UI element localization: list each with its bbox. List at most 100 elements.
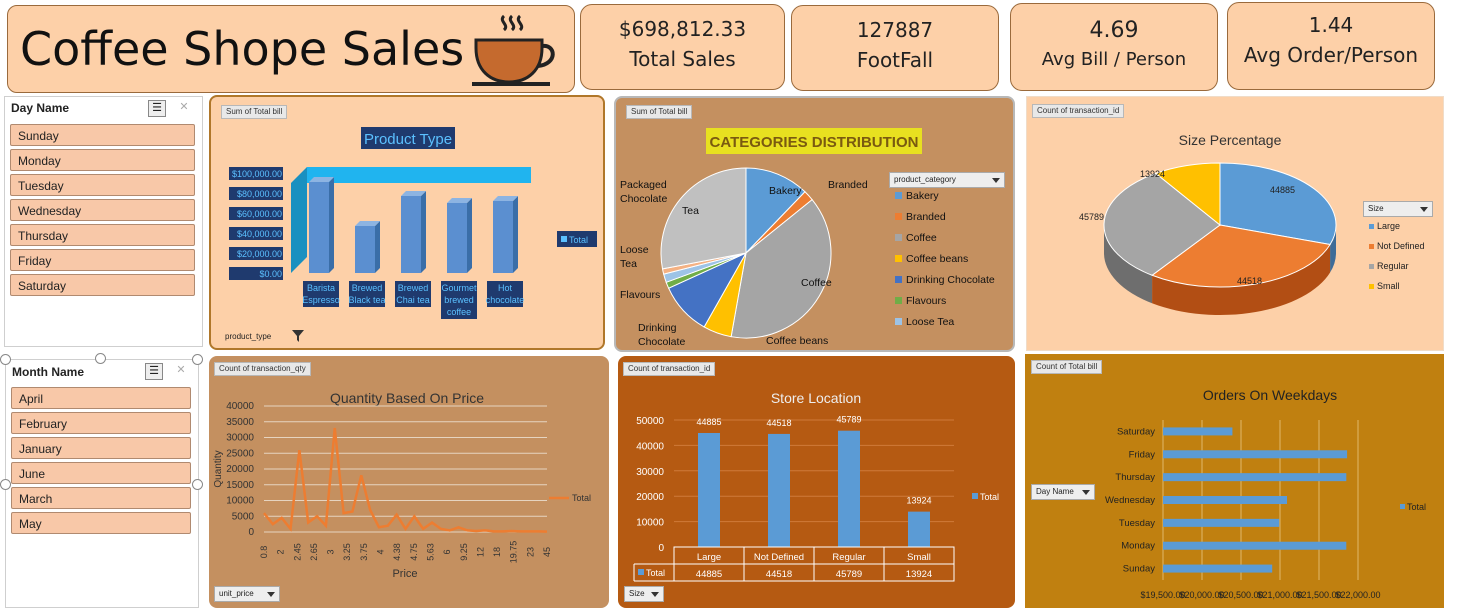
chart-title: Quantity Based On Price <box>330 390 484 406</box>
kpi-avg-order: 1.44 Avg Order/Person <box>1227 2 1435 90</box>
slicer-item[interactable]: Friday <box>10 249 195 271</box>
y-tick-bg <box>229 247 283 260</box>
slicer-item[interactable]: June <box>11 462 191 484</box>
multi-select-icon[interactable]: ☰ <box>148 100 166 117</box>
slicer-item[interactable]: Thursday <box>10 224 195 246</box>
x-tick-label: 2.45 <box>292 543 302 561</box>
legend-swatch <box>895 297 902 304</box>
resize-handle[interactable] <box>192 479 203 490</box>
x-tick-label: 12 <box>475 547 485 557</box>
legend-swatch <box>561 236 567 242</box>
resize-handle[interactable] <box>95 353 106 364</box>
chart-title: Product Type <box>364 131 452 148</box>
slicer-item[interactable]: Sunday <box>10 124 195 146</box>
resize-handle[interactable] <box>0 354 11 365</box>
value-field-button[interactable]: Count of Total bill <box>1031 360 1103 374</box>
x-tick-label: 18 <box>492 547 502 557</box>
chart-back-wall <box>307 167 531 183</box>
slice-label: Branded <box>828 179 868 191</box>
page-title: Coffee Shope Sales <box>20 22 465 76</box>
clear-filter-icon[interactable]: ✕ <box>179 101 189 113</box>
data-label: 44885 <box>696 417 721 427</box>
y-tick-bg <box>229 167 283 180</box>
x-tick-label: Regular <box>832 552 865 563</box>
bar <box>493 201 513 273</box>
clear-filter-icon[interactable]: ✕ <box>176 364 186 376</box>
data-label: 13924 <box>1140 169 1165 179</box>
legend-field-button[interactable]: Size <box>1363 201 1433 217</box>
slicer-item[interactable]: Monday <box>10 149 195 171</box>
slicer-item[interactable]: April <box>11 387 191 409</box>
value-field-button[interactable]: Sum of Total bill <box>626 105 693 119</box>
axis-field-button[interactable]: unit_price <box>214 586 280 602</box>
legend-field-button[interactable]: product_category <box>889 172 1005 188</box>
legend-label: Flavours <box>906 295 946 307</box>
legend-label: Bakery <box>906 190 939 202</box>
filter-icon[interactable] <box>291 329 305 343</box>
y-tick-label: Friday <box>1129 449 1156 460</box>
slice-label: Loose <box>620 244 649 256</box>
legend-label: Not Defined <box>1377 241 1425 251</box>
x-tick-label: 3 <box>326 549 336 554</box>
slicer-item[interactable]: Saturday <box>10 274 195 296</box>
slicer-item[interactable]: Tuesday <box>10 174 195 196</box>
table-value: 45789 <box>836 569 862 580</box>
x-tick-label: Not Defined <box>754 552 804 563</box>
y-tick-label: 40000 <box>226 401 254 412</box>
data-label: 45789 <box>836 415 861 425</box>
table-value: 44518 <box>766 569 792 580</box>
pie-slice <box>1154 162 1221 227</box>
value-field-button[interactable]: Sum of Total bill <box>221 105 288 119</box>
axis-field-button[interactable]: Day Name <box>1031 484 1095 500</box>
slice-label: Coffee beans <box>766 335 828 347</box>
value-field-button[interactable]: Count of transaction_id <box>623 362 716 376</box>
bar-top <box>309 177 334 182</box>
slicer-item[interactable]: Wednesday <box>10 199 195 221</box>
x-tick-label: 23 <box>525 547 535 557</box>
x-tick-label: Chai tea <box>396 295 430 305</box>
chart-title: Orders On Weekdays <box>1203 387 1337 403</box>
categories-pie-chart: CATEGORIES DISTRIBUTION Bakery Branded Coff… <box>620 128 995 348</box>
axis-field-button[interactable]: Size <box>624 586 664 602</box>
value-field-button[interactable]: Count of transaction_qty <box>214 362 311 376</box>
multi-select-icon[interactable]: ☰ <box>145 363 163 380</box>
x-tick-label: 45 <box>542 547 552 557</box>
slicer-item[interactable]: February <box>11 412 191 434</box>
bar-top <box>447 198 472 203</box>
resize-handle[interactable] <box>192 354 203 365</box>
value-field-button[interactable]: Count of transaction_id <box>1032 104 1125 118</box>
data-label: 44885 <box>1270 185 1295 195</box>
slicer-item[interactable]: March <box>11 487 191 509</box>
bar <box>355 226 375 273</box>
resize-handle[interactable] <box>0 479 11 490</box>
bar <box>447 203 467 273</box>
chart-side-wall <box>291 167 307 273</box>
legend-label: Coffee <box>906 232 937 244</box>
y-tick-label: 40000 <box>636 441 664 452</box>
y-tick-label: 30000 <box>226 433 254 444</box>
x-tick-label: Espresso <box>302 295 340 305</box>
size-chart-panel: Count of transaction_id Size Percentage 4… <box>1026 96 1444 351</box>
x-tick-bg <box>349 281 385 307</box>
y-tick-label: 0 <box>248 527 254 538</box>
x-tick-label: Gourmet <box>441 283 477 293</box>
bar <box>1163 518 1280 527</box>
y-tick-label: 20000 <box>226 464 254 475</box>
categories-chart-panel: Sum of Total bill CATEGORIES DISTRIBUTIO… <box>614 96 1015 352</box>
slicer-item[interactable]: May <box>11 512 191 534</box>
x-tick-label: $22,000.00 <box>1335 590 1380 600</box>
chart-title: Size Percentage <box>1179 132 1282 148</box>
legend-swatch <box>895 255 902 262</box>
x-tick-bg <box>487 281 523 307</box>
slicer-item[interactable]: January <box>11 437 191 459</box>
pie-slice <box>1103 172 1221 276</box>
axis-field-button[interactable]: product_type <box>225 332 272 341</box>
slice-label: Flavours <box>620 289 660 301</box>
x-tick-label: 4.38 <box>392 543 402 561</box>
kpi-total-sales: $698,812.33 Total Sales <box>580 4 785 90</box>
bar-side <box>467 198 472 273</box>
series-line <box>263 427 548 533</box>
y-tick-label: 30000 <box>636 467 664 478</box>
x-tick-label: 3.75 <box>359 543 369 561</box>
x-tick-label: Large <box>697 552 721 563</box>
